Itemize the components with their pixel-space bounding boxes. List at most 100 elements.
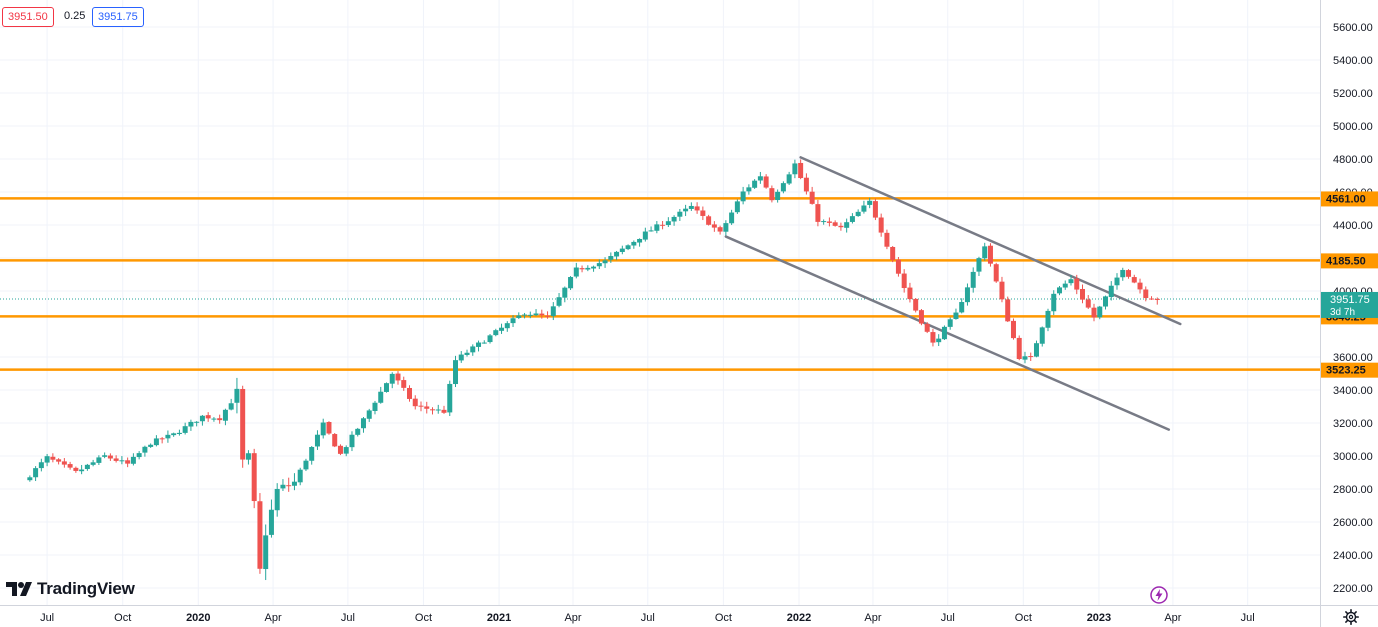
- x-tick-label: 2023: [1087, 612, 1111, 624]
- candle-up: [1056, 287, 1062, 294]
- candle-up: [1033, 343, 1039, 357]
- candle-up: [447, 383, 453, 413]
- candle-up: [792, 163, 798, 175]
- candle-up: [314, 434, 320, 447]
- candle-up: [550, 306, 556, 317]
- candle-up: [372, 402, 378, 411]
- candle-down: [717, 227, 723, 232]
- candle-down: [907, 287, 913, 300]
- candle-down: [56, 459, 62, 462]
- candle-up: [153, 438, 159, 446]
- candle-up: [556, 297, 562, 306]
- trendlines[interactable]: [724, 156, 1182, 431]
- bid-price-box[interactable]: 3951.50: [2, 7, 54, 27]
- candle-up: [976, 258, 982, 272]
- candle-down: [798, 162, 804, 179]
- candle-down: [987, 245, 993, 264]
- price-level-tag: [1321, 191, 1378, 207]
- candle-up: [188, 421, 194, 427]
- candle-up: [953, 312, 959, 320]
- y-tick-label: 5600.00: [1333, 22, 1373, 34]
- candle-down: [924, 323, 930, 332]
- candle-up: [234, 388, 240, 403]
- candle-up: [533, 313, 539, 316]
- candle-down: [545, 315, 551, 317]
- candle-up: [79, 469, 85, 472]
- candle-down: [240, 388, 246, 460]
- candle-down: [1149, 298, 1155, 300]
- ask-price-box[interactable]: 3951.75: [92, 7, 144, 27]
- candle-up: [844, 222, 850, 228]
- candle-down: [332, 434, 338, 447]
- trendline[interactable]: [799, 156, 1182, 326]
- candle-up: [970, 271, 976, 288]
- tradingview-logo[interactable]: TradingView: [6, 578, 135, 600]
- x-tick-label: Jul: [1241, 612, 1255, 624]
- candle-up: [522, 314, 528, 316]
- candle-down: [838, 225, 844, 228]
- candle-up: [734, 201, 740, 213]
- price-level-tag: [1321, 253, 1378, 269]
- candle-up: [44, 456, 50, 463]
- candle-down: [67, 464, 73, 468]
- x-tick-label: Apr: [864, 612, 881, 624]
- candle-down: [1080, 288, 1085, 300]
- candle-up: [360, 418, 366, 429]
- candle-up: [665, 221, 671, 226]
- price-level-tag: [1321, 362, 1378, 378]
- price-level-label: 4185.50: [1326, 255, 1366, 267]
- candle-down: [694, 206, 700, 211]
- y-tick-label: 4800.00: [1333, 154, 1373, 166]
- candle-up: [964, 287, 970, 303]
- candle-up: [1045, 310, 1051, 328]
- candle-up: [591, 266, 597, 269]
- candle-down: [878, 217, 884, 233]
- candle-down: [1074, 278, 1080, 290]
- candle-up: [84, 464, 90, 470]
- candle-up: [464, 352, 470, 355]
- candle-up: [1108, 285, 1114, 298]
- candle-up: [470, 346, 476, 353]
- candle-down: [809, 191, 815, 204]
- candle-up: [171, 433, 177, 436]
- candle-up: [165, 434, 171, 439]
- candle-down: [205, 415, 211, 419]
- candle-down: [73, 467, 79, 471]
- candle-down: [872, 201, 878, 218]
- candle-up: [723, 223, 729, 232]
- candle-up: [780, 183, 786, 192]
- candle-up: [729, 212, 735, 224]
- candle-down: [1085, 299, 1091, 308]
- candle-down: [1126, 270, 1132, 277]
- candle-down: [1010, 320, 1016, 339]
- candle-up: [211, 418, 217, 420]
- candle-up: [637, 238, 643, 243]
- spread-value: 0.25: [64, 10, 86, 22]
- candle-up: [378, 391, 384, 403]
- candle-down: [832, 222, 838, 226]
- x-tick-label: Oct: [715, 612, 732, 624]
- candle-up: [487, 335, 493, 343]
- candle-up: [274, 488, 280, 511]
- candle-up: [619, 248, 625, 252]
- candle-up: [654, 224, 660, 231]
- trendline[interactable]: [724, 235, 1171, 431]
- candle-up: [182, 426, 188, 433]
- candle-down: [1137, 282, 1143, 290]
- candle-up: [320, 422, 326, 436]
- candle-up: [291, 481, 297, 486]
- candle-up: [1068, 279, 1074, 284]
- gear-icon[interactable]: [1343, 609, 1359, 625]
- candle-up: [608, 256, 614, 260]
- candle-up: [821, 221, 827, 223]
- candle-down: [50, 456, 56, 460]
- candle-down: [1091, 307, 1097, 318]
- x-tick-label: Apr: [265, 612, 282, 624]
- price-level-label: 4561.00: [1326, 193, 1366, 205]
- candle-up: [458, 354, 464, 361]
- candle-up: [268, 509, 274, 535]
- lightning-icon[interactable]: [1150, 586, 1168, 604]
- y-tick-label: 2400.00: [1333, 550, 1373, 562]
- candle-up: [568, 277, 574, 289]
